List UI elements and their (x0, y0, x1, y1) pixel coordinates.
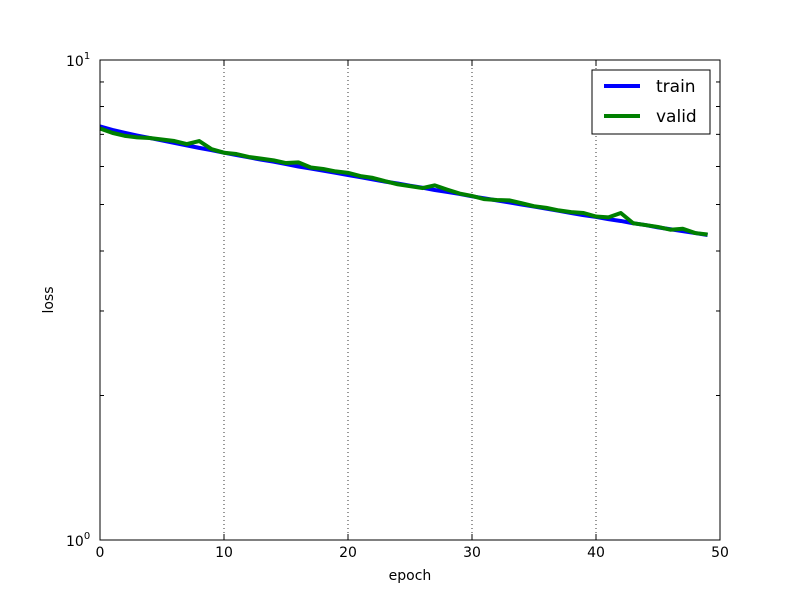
legend-box (591, 69, 711, 135)
x-tick-label-10: 10 (215, 545, 233, 561)
legend-label-train: train (656, 77, 696, 97)
y-tick-labels: 101 100 (66, 51, 90, 550)
legend: train valid (591, 69, 711, 135)
x-tick-label-40: 40 (587, 545, 605, 561)
x-tick-labels: 0 10 20 30 40 50 (96, 545, 729, 561)
plot-frame (99, 59, 721, 541)
y-tick-label-10^0: 100 (66, 531, 90, 550)
x-tick-label-0: 0 (96, 545, 105, 561)
grid (223, 60, 597, 540)
series-line-valid (99, 126, 708, 237)
x-tick-label-20: 20 (339, 545, 357, 561)
series-lines (99, 124, 708, 237)
x-tick-label-30: 30 (463, 545, 481, 561)
x-axis-label: epoch (389, 568, 432, 584)
x-tick-label-50: 50 (711, 545, 729, 561)
y-tick-label-10^1: 101 (66, 51, 90, 70)
legend-label-valid: valid (656, 107, 697, 127)
ticks (99, 59, 721, 541)
y-axis-label: loss (41, 286, 57, 313)
